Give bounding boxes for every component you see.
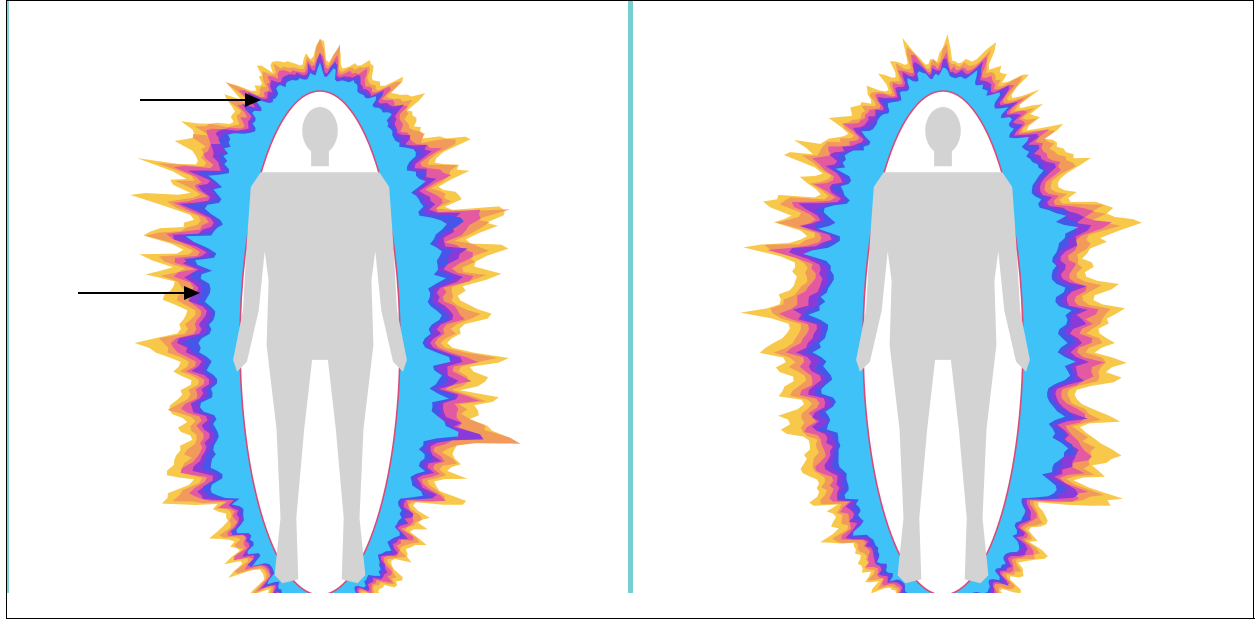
aura-panel-right bbox=[633, 1, 1253, 593]
image-frame bbox=[6, 0, 1254, 619]
panel-divider bbox=[628, 1, 633, 593]
aura-image-left bbox=[78, 38, 521, 593]
human-silhouette-icon bbox=[233, 106, 407, 584]
aura-image-right bbox=[740, 34, 1142, 593]
left-edge-bar bbox=[7, 1, 9, 593]
arrow-side-indicator bbox=[78, 286, 200, 300]
frame-bottom-line bbox=[6, 618, 1255, 619]
human-silhouette-icon bbox=[856, 106, 1030, 584]
aura-panel-left bbox=[9, 1, 628, 593]
arrow-top-indicator bbox=[140, 93, 261, 107]
